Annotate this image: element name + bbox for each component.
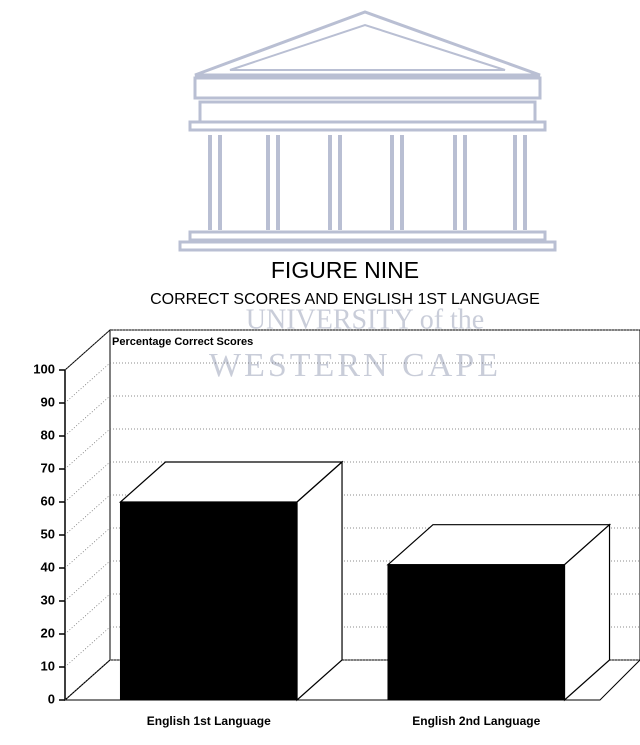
grid-line [64,461,111,503]
grid-line [64,362,111,404]
y-tick-label: 80 [41,427,55,442]
bar-side [296,460,343,702]
watermark-text: WESTERN CAPE [209,347,501,384]
x-tick-label: English 2nd Language [412,714,540,728]
y-tick-label: 40 [41,559,55,574]
y-tick-label: 10 [41,658,55,673]
grid-line [64,560,111,602]
y-tick-label: 50 [41,526,55,541]
bar [386,523,612,702]
watermark-logo [178,10,557,252]
bar [118,460,344,702]
grid-line [64,527,111,569]
chart-subtitle: CORRECT SCORES AND ENGLISH 1ST LANGUAGE [150,291,540,308]
y-tick-label: 70 [41,460,55,475]
grid-line [64,659,111,701]
grid-line [64,494,111,536]
grid-line [64,329,111,371]
x-tick-label: English 1st Language [147,714,271,728]
bar-front [119,501,298,701]
y-tick-label: 20 [41,625,55,640]
y-tick-label: 90 [41,394,55,409]
y-tick-label: 60 [41,493,55,508]
watermark-text: UNIVERSITY of the [246,304,484,335]
y-tick-label: 0 [48,691,55,706]
y-axis-label: Percentage Correct Scores [112,336,253,348]
y-tick-label: 100 [33,361,55,376]
grid-line [64,395,111,437]
grid-line [64,626,111,668]
y-tick-label: 30 [41,592,55,607]
grid-line [64,428,111,470]
chart-title: FIGURE NINE [271,257,419,283]
grid-line [64,593,111,635]
bar-front [387,564,566,701]
